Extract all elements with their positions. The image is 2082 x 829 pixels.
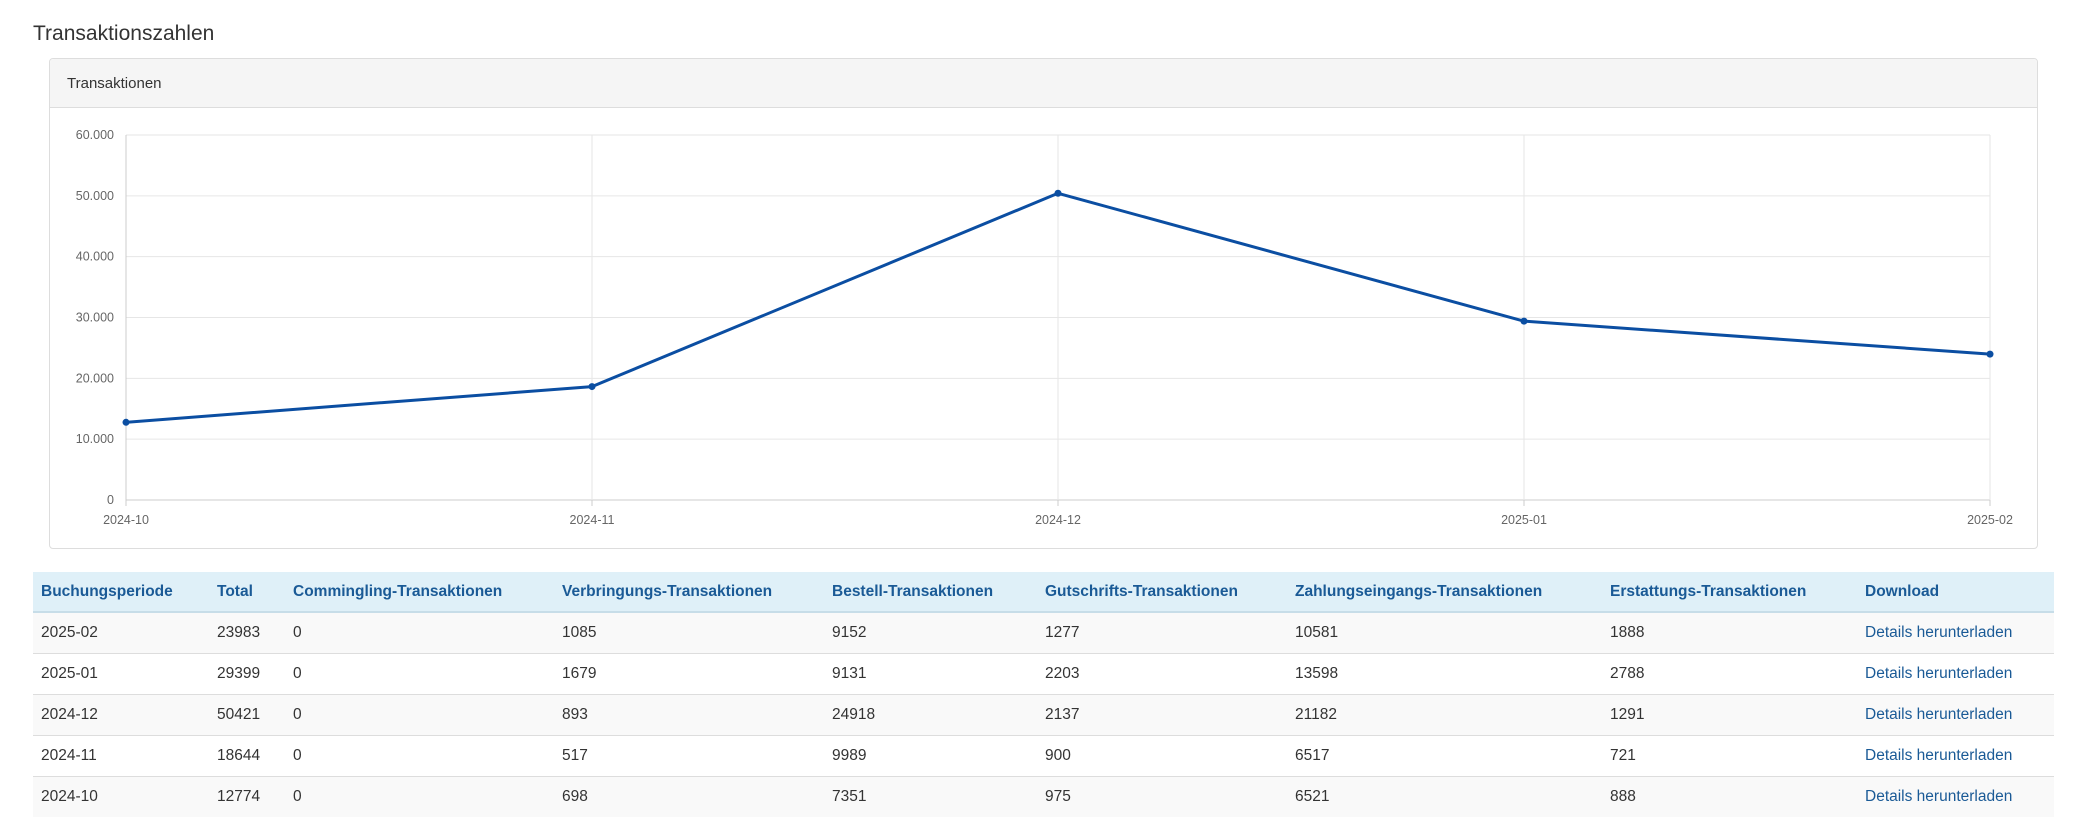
- table-header-row: Buchungsperiode Total Commingling-Transa…: [33, 572, 2054, 613]
- cell-erstattungs: 1291: [1602, 693, 1857, 735]
- cell-erstattungs: 721: [1602, 734, 1857, 776]
- cell-buchungsperiode: 2024-11: [33, 734, 209, 776]
- cell-total: 50421: [209, 693, 285, 735]
- cell-total: 18644: [209, 734, 285, 776]
- cell-erstattungs: 888: [1602, 775, 1857, 817]
- cell-gutschrifts: 900: [1037, 734, 1287, 776]
- y-tick-label: 60.000: [76, 128, 114, 142]
- table-row: 2025-01 29399 0 1679 9131 2203 13598 278…: [33, 652, 2054, 694]
- table-row: 2025-02 23983 0 1085 9152 1277 10581 188…: [33, 611, 2054, 653]
- cell-bestell: 9989: [824, 734, 1037, 776]
- cell-download: Details herunterladen: [1857, 611, 2054, 653]
- cell-zahlungseingangs: 10581: [1287, 611, 1602, 653]
- cell-total: 23983: [209, 611, 285, 653]
- cell-bestell: 9131: [824, 652, 1037, 694]
- cell-zahlungseingangs: 6517: [1287, 734, 1602, 776]
- column-header-zahlungseingangs[interactable]: Zahlungseingangs-Transaktionen: [1287, 572, 1602, 613]
- column-header-erstattungs[interactable]: Erstattungs-Transaktionen: [1602, 572, 1857, 613]
- cell-commingling: 0: [285, 693, 554, 735]
- column-header-bestell[interactable]: Bestell-Transaktionen: [824, 572, 1037, 613]
- page-title: Transaktionszahlen: [33, 22, 215, 45]
- cell-commingling: 0: [285, 734, 554, 776]
- cell-gutschrifts: 1277: [1037, 611, 1287, 653]
- transactions-table: Buchungsperiode Total Commingling-Transa…: [33, 572, 2054, 817]
- table-row: 2024-12 50421 0 893 24918 2137 21182 129…: [33, 693, 2054, 735]
- data-point: [1054, 189, 1062, 197]
- cell-verbringungs: 698: [554, 775, 824, 817]
- download-details-link[interactable]: Details herunterladen: [1865, 746, 2013, 764]
- x-tick-label: 2025-02: [1967, 513, 2013, 527]
- cell-verbringungs: 893: [554, 693, 824, 735]
- download-details-link[interactable]: Details herunterladen: [1865, 623, 2013, 641]
- cell-download: Details herunterladen: [1857, 652, 2054, 694]
- cell-erstattungs: 1888: [1602, 611, 1857, 653]
- cell-commingling: 0: [285, 775, 554, 817]
- cell-bestell: 24918: [824, 693, 1037, 735]
- x-tick-label: 2024-11: [570, 513, 615, 527]
- transactions-chart-panel: Transaktionen: [49, 58, 2038, 549]
- cell-commingling: 0: [285, 611, 554, 653]
- data-point: [1520, 317, 1528, 325]
- cell-total: 29399: [209, 652, 285, 694]
- cell-total: 12774: [209, 775, 285, 817]
- data-point: [588, 383, 596, 391]
- column-header-buchungsperiode[interactable]: Buchungsperiode: [33, 572, 209, 613]
- cell-verbringungs: 1085: [554, 611, 824, 653]
- transactions-line-chart: 0 10.000 20.000 30.000 40.000 50.000 60.000 202…: [76, 128, 2013, 527]
- download-details-link[interactable]: Details herunterladen: [1865, 664, 2013, 682]
- y-tick-label: 20.000: [76, 371, 114, 385]
- download-details-link[interactable]: Details herunterladen: [1865, 705, 2013, 723]
- cell-commingling: 0: [285, 652, 554, 694]
- column-header-verbringungs[interactable]: Verbringungs-Transaktionen: [554, 572, 824, 613]
- cell-download: Details herunterladen: [1857, 693, 2054, 735]
- column-header-gutschrifts[interactable]: Gutschrifts-Transaktionen: [1037, 572, 1287, 613]
- table-row: 2024-11 18644 0 517 9989 900 6517 721 De…: [33, 734, 2054, 776]
- cell-zahlungseingangs: 13598: [1287, 652, 1602, 694]
- cell-erstattungs: 2788: [1602, 652, 1857, 694]
- column-header-total[interactable]: Total: [209, 572, 285, 613]
- y-tick-label: 30.000: [76, 311, 114, 325]
- cell-buchungsperiode: 2025-02: [33, 611, 209, 653]
- data-point: [122, 418, 130, 426]
- cell-verbringungs: 517: [554, 734, 824, 776]
- y-tick-label: 0: [107, 493, 114, 507]
- cell-gutschrifts: 975: [1037, 775, 1287, 817]
- cell-bestell: 7351: [824, 775, 1037, 817]
- x-tick-label: 2024-10: [103, 513, 149, 527]
- data-point: [1986, 350, 1994, 358]
- column-header-download: Download: [1857, 572, 2054, 613]
- cell-download: Details herunterladen: [1857, 734, 2054, 776]
- download-details-link[interactable]: Details herunterladen: [1865, 787, 2013, 805]
- cell-gutschrifts: 2203: [1037, 652, 1287, 694]
- table-row: 2024-10 12774 0 698 7351 975 6521 888 De…: [33, 775, 2054, 817]
- y-tick-label: 10.000: [76, 432, 114, 446]
- cell-bestell: 9152: [824, 611, 1037, 653]
- cell-download: Details herunterladen: [1857, 775, 2054, 817]
- cell-zahlungseingangs: 6521: [1287, 775, 1602, 817]
- cell-gutschrifts: 2137: [1037, 693, 1287, 735]
- cell-buchungsperiode: 2024-10: [33, 775, 209, 817]
- cell-buchungsperiode: 2025-01: [33, 652, 209, 694]
- x-tick-label: 2024-12: [1035, 513, 1081, 527]
- y-tick-label: 40.000: [76, 250, 114, 264]
- panel-heading: Transaktionen: [50, 59, 2037, 108]
- x-tick-label: 2025-01: [1501, 513, 1547, 527]
- column-header-commingling[interactable]: Commingling-Transaktionen: [285, 572, 554, 613]
- cell-verbringungs: 1679: [554, 652, 824, 694]
- cell-buchungsperiode: 2024-12: [33, 693, 209, 735]
- y-tick-label: 50.000: [76, 189, 114, 203]
- cell-zahlungseingangs: 21182: [1287, 693, 1602, 735]
